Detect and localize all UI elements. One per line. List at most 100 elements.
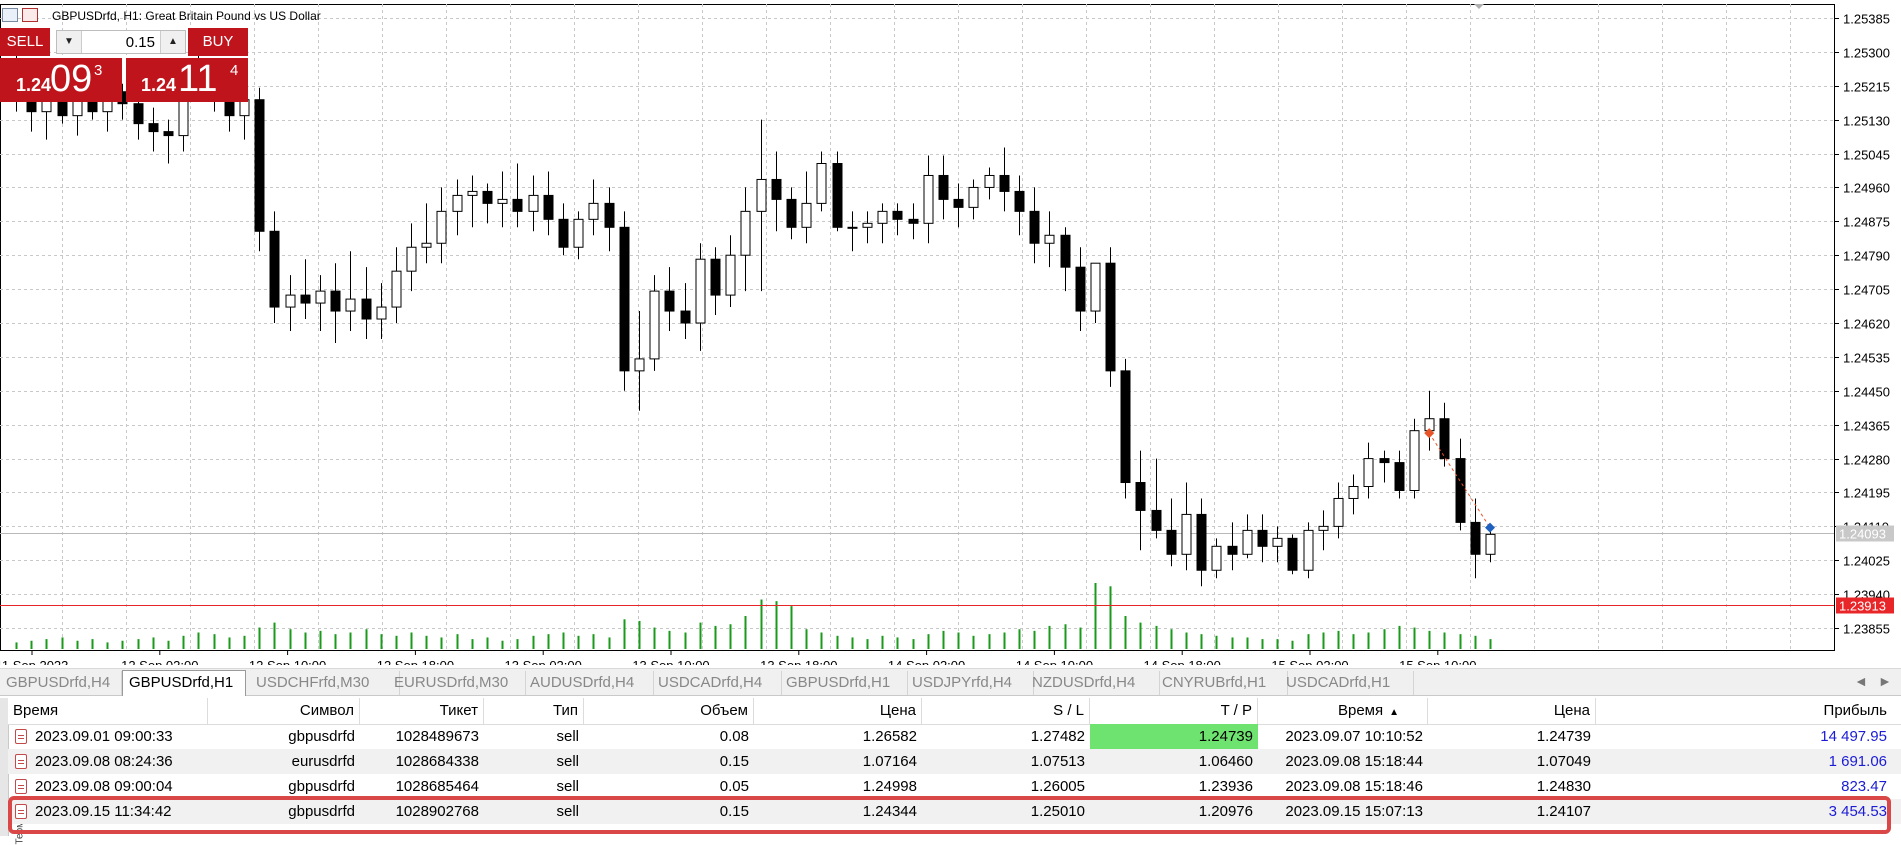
tab-usdjpyrfd-h4[interactable]: USDJPYrfd,H4: [906, 671, 1034, 695]
x-tick-label: 15 Sep 02:00: [1271, 658, 1348, 665]
tab-gbpusdrfd-h1-2[interactable]: GBPUSDrfd,H1: [780, 671, 908, 695]
price-chart[interactable]: 1.25385 1.25300 1.25215 1.25130 1.25045 1.249…: [0, 0, 1901, 665]
lot-decrease-icon[interactable]: ▼: [57, 31, 82, 53]
candle-body: [406, 246, 417, 272]
col-type[interactable]: Тип: [484, 698, 584, 724]
tab-eurusdrfd-m30[interactable]: EURUSDrfd,M30: [388, 671, 526, 695]
bid-price-pips: 09: [50, 58, 93, 100]
cell-volume: 0.05: [719, 778, 749, 795]
cell-tp-hit: 1.24739: [1090, 724, 1258, 749]
cell-open-time: 2023.09.15 11:34:42: [35, 803, 172, 820]
col-open-time[interactable]: Время: [8, 698, 208, 724]
table-header: Время Символ Тикет Тип Объем Цена S / L …: [8, 698, 1901, 725]
col-profit[interactable]: Прибыль: [1823, 702, 1887, 719]
col-sl[interactable]: S / L: [922, 698, 1090, 724]
candle-body: [725, 254, 736, 296]
cell-open-time: 2023.09.08 08:24:36: [35, 753, 173, 770]
col-close-time[interactable]: Время ▲: [1258, 698, 1428, 724]
col-ticket[interactable]: Тикет: [360, 698, 484, 724]
col-close-price[interactable]: Цена: [1428, 698, 1596, 724]
candle-body: [816, 163, 827, 204]
candle-body: [376, 306, 387, 320]
table-row-selected[interactable]: 2023.09.15 11:34:42 gbpusdrfd 1028902768…: [8, 799, 1901, 824]
candle-body: [938, 174, 949, 200]
chart-properties-icon[interactable]: [2, 8, 18, 22]
plot-frame: [0, 4, 1835, 651]
cell-ticket: 1028902768: [395, 803, 479, 820]
col-symbol[interactable]: Символ: [208, 698, 360, 724]
candle-body: [832, 163, 843, 228]
tab-gbpusdrfd-h4[interactable]: GBPUSDrfd,H4: [0, 671, 122, 695]
tab-usdcadrfd-h1[interactable]: USDCADrfd,H1: [1280, 671, 1414, 695]
candle-body: [1227, 545, 1238, 555]
chart-shift-icon: [1474, 4, 1484, 9]
lot-increase-icon[interactable]: ▲: [160, 31, 185, 53]
tab-usdcadrfd-h4[interactable]: USDCADrfd,H4: [652, 671, 782, 695]
candle-body: [467, 190, 478, 196]
cell-profit: 823.47: [1841, 778, 1887, 795]
candle-body: [361, 298, 372, 320]
cell-symbol: gbpusdrfd: [288, 728, 355, 745]
level-line-label-bg: [1836, 597, 1894, 614]
col-volume[interactable]: Объем: [584, 698, 754, 724]
candle-body: [740, 210, 751, 256]
candle-body: [1196, 513, 1207, 571]
table-row[interactable]: 2023.09.08 08:24:36 eurusdrfd 1028684338…: [8, 749, 1901, 774]
x-tick-label: 14 Sep 02:00: [888, 658, 965, 665]
x-tick-label: 12 Sep 10:00: [249, 658, 326, 665]
cell-close-price: 1.24739: [1536, 728, 1591, 745]
cell-open-time: 2023.09.08 09:00:04: [35, 778, 173, 795]
ask-price-button[interactable]: 1.24 11 4: [126, 58, 248, 102]
y-tick-label: 1.24620: [1843, 317, 1890, 332]
cell-close-price: 1.07049: [1536, 753, 1591, 770]
cell-tp: 1.06460: [1198, 753, 1253, 770]
buy-button[interactable]: BUY: [188, 28, 248, 56]
tabs-next-icon[interactable]: ►: [1878, 673, 1892, 689]
candle-body: [680, 310, 691, 324]
tab-cnyrubrfd-h1[interactable]: CNYRUBrfd,H1: [1156, 671, 1288, 695]
trading-icon[interactable]: [22, 8, 38, 22]
col-open-price[interactable]: Цена: [754, 698, 922, 724]
candle-body: [1060, 234, 1071, 268]
candle-body: [543, 194, 554, 220]
candle-body: [300, 294, 311, 304]
lot-stepper[interactable]: ▼ ▲: [56, 30, 186, 54]
x-tick-label: 12 Sep 18:00: [377, 658, 454, 665]
bid-price-prefix: 1.24: [16, 75, 52, 95]
candle-body: [619, 226, 630, 372]
cell-sl: 1.26005: [1030, 778, 1085, 795]
tabs-prev-icon[interactable]: ◄: [1854, 673, 1868, 689]
chart-window[interactable]: 1.25385 1.25300 1.25215 1.25130 1.25045 1.249…: [0, 0, 1901, 665]
y-tick-label: 1.25130: [1843, 114, 1890, 129]
cell-open-price: 1.07164: [862, 753, 917, 770]
y-tick-label: 1.25045: [1843, 148, 1890, 163]
table-row[interactable]: 2023.09.01 09:00:33 gbpusdrfd 1028489673…: [8, 724, 1901, 749]
candle-body: [1135, 482, 1146, 511]
x-tick-label: 13 Sep 10:00: [632, 658, 709, 665]
cell-tp: 1.20976: [1198, 803, 1253, 820]
candle-body: [771, 178, 782, 200]
candle-body: [1379, 458, 1390, 464]
y-tick-label: 1.25300: [1843, 46, 1890, 61]
terminal-panel: Терминал Время Символ Тикет Тип Объем Це…: [0, 698, 1901, 845]
candle-body: [1409, 430, 1420, 491]
bid-price-button[interactable]: 1.24 09 3: [0, 58, 122, 102]
col-tp[interactable]: T / P: [1090, 698, 1258, 724]
sell-button[interactable]: SELL: [0, 28, 50, 56]
trade-close-marker: [1485, 522, 1495, 533]
cell-open-price: 1.24998: [862, 778, 917, 795]
cell-close-price: 1.24107: [1536, 803, 1591, 820]
trade-line: [1428, 432, 1491, 528]
table-row[interactable]: 2023.09.08 09:00:04 gbpusdrfd 1028685464…: [8, 774, 1901, 799]
tab-nzdusdrfd-h4[interactable]: NZDUSDrfd,H4: [1026, 671, 1160, 695]
tab-gbpusdrfd-h1[interactable]: GBPUSDrfd,H1: [122, 670, 246, 696]
candle-body: [315, 290, 326, 304]
candle-body: [1181, 513, 1192, 555]
candle-body: [1303, 529, 1314, 571]
y-tick-label: 1.24535: [1843, 351, 1890, 366]
cell-sl: 1.27482: [1030, 728, 1085, 745]
tab-audusdrfd-h4[interactable]: AUDUSDrfd,H4: [524, 671, 654, 695]
ask-price-prefix: 1.24: [141, 75, 177, 95]
lot-input[interactable]: [83, 31, 159, 53]
tab-usdchfrfd-m30[interactable]: USDCHFrfd,M30: [250, 671, 400, 695]
